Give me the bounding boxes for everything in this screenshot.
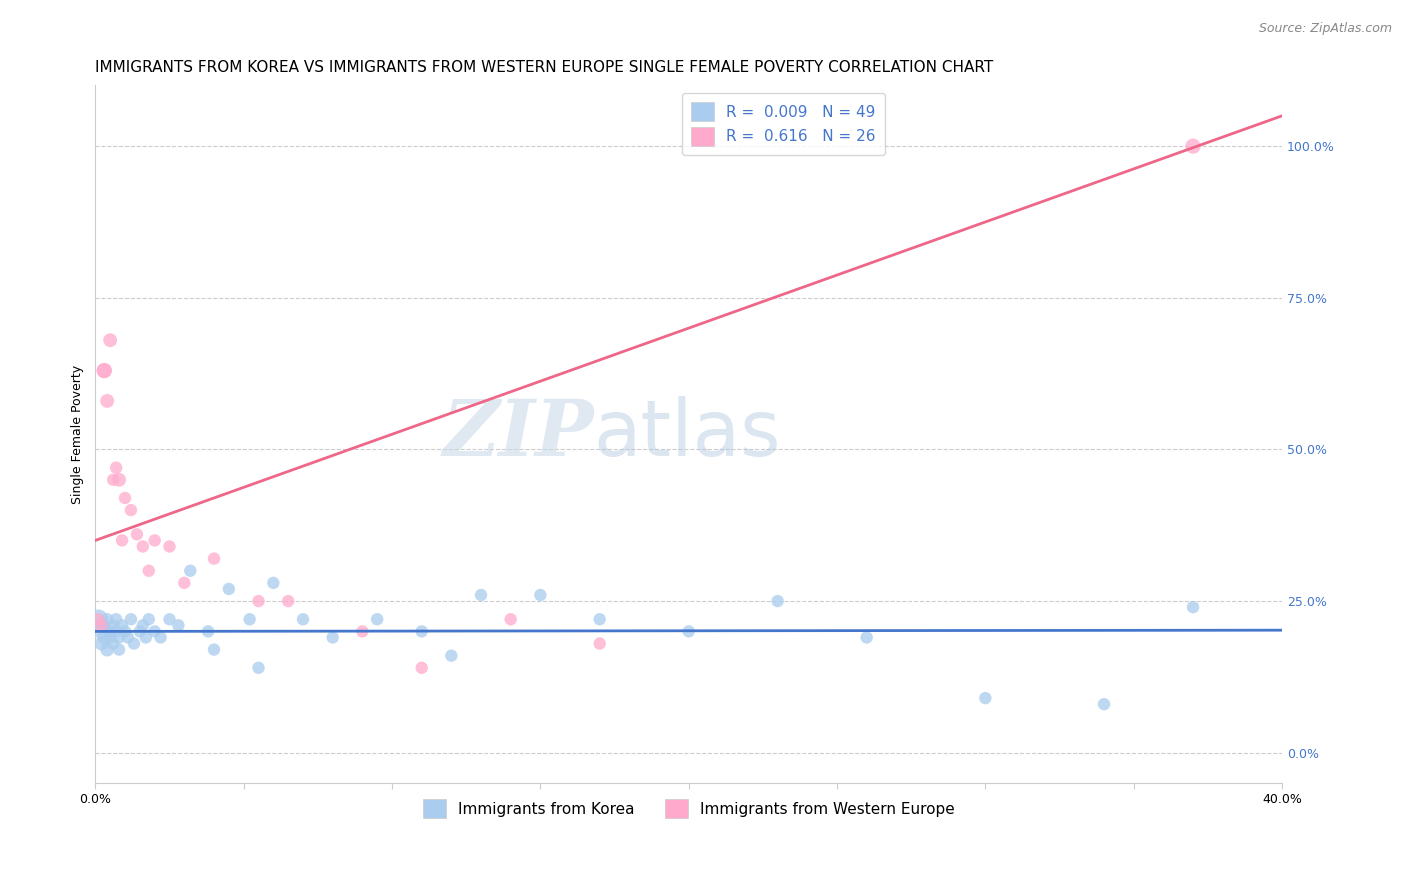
- Point: [202, 642, 225, 657]
- Point: [499, 612, 522, 626]
- Point: [108, 642, 131, 657]
- Point: [114, 624, 136, 639]
- Point: [93, 363, 115, 377]
- Point: [589, 612, 612, 626]
- Point: [143, 533, 166, 548]
- Point: [96, 393, 118, 408]
- Point: [96, 612, 118, 626]
- Y-axis label: Single Female Poverty: Single Female Poverty: [72, 365, 84, 504]
- Point: [197, 624, 219, 639]
- Point: [101, 473, 124, 487]
- Point: [87, 612, 110, 626]
- Point: [855, 631, 877, 645]
- Point: [105, 460, 128, 475]
- Text: Source: ZipAtlas.com: Source: ZipAtlas.com: [1258, 22, 1392, 36]
- Text: atlas: atlas: [593, 396, 782, 472]
- Point: [366, 612, 388, 626]
- Point: [98, 333, 121, 347]
- Text: IMMIGRANTS FROM KOREA VS IMMIGRANTS FROM WESTERN EUROPE SINGLE FEMALE POVERTY CO: IMMIGRANTS FROM KOREA VS IMMIGRANTS FROM…: [96, 60, 994, 75]
- Point: [132, 618, 155, 632]
- Point: [143, 624, 166, 639]
- Point: [411, 624, 433, 639]
- Point: [239, 612, 262, 626]
- Point: [120, 503, 142, 517]
- Point: [322, 631, 344, 645]
- Point: [105, 624, 128, 639]
- Point: [1092, 697, 1115, 711]
- Point: [589, 636, 612, 650]
- Point: [179, 564, 201, 578]
- Point: [98, 631, 121, 645]
- Point: [114, 491, 136, 505]
- Point: [159, 540, 181, 554]
- Point: [167, 618, 190, 632]
- Point: [173, 575, 195, 590]
- Point: [93, 631, 115, 645]
- Point: [93, 363, 115, 377]
- Point: [247, 594, 270, 608]
- Point: [90, 618, 112, 632]
- Point: [352, 624, 374, 639]
- Point: [202, 551, 225, 566]
- Point: [90, 624, 112, 639]
- Legend: Immigrants from Korea, Immigrants from Western Europe: Immigrants from Korea, Immigrants from W…: [416, 793, 960, 824]
- Point: [411, 661, 433, 675]
- Point: [108, 473, 131, 487]
- Point: [135, 631, 157, 645]
- Point: [122, 636, 145, 650]
- Point: [678, 624, 700, 639]
- Point: [90, 636, 112, 650]
- Point: [1182, 139, 1205, 153]
- Point: [93, 618, 115, 632]
- Point: [111, 533, 134, 548]
- Point: [138, 564, 160, 578]
- Point: [149, 631, 172, 645]
- Point: [766, 594, 789, 608]
- Point: [132, 540, 155, 554]
- Point: [218, 582, 240, 596]
- Point: [262, 575, 284, 590]
- Point: [87, 612, 110, 626]
- Point: [159, 612, 181, 626]
- Point: [128, 624, 150, 639]
- Point: [1182, 600, 1205, 615]
- Point: [974, 691, 997, 706]
- Point: [277, 594, 299, 608]
- Point: [292, 612, 315, 626]
- Text: ZIP: ZIP: [441, 396, 593, 473]
- Point: [111, 618, 134, 632]
- Point: [105, 612, 128, 626]
- Point: [108, 631, 131, 645]
- Point: [247, 661, 270, 675]
- Point: [96, 642, 118, 657]
- Point: [101, 636, 124, 650]
- Point: [440, 648, 463, 663]
- Point: [117, 631, 139, 645]
- Point: [120, 612, 142, 626]
- Point: [470, 588, 492, 602]
- Point: [101, 618, 124, 632]
- Point: [125, 527, 148, 541]
- Point: [529, 588, 551, 602]
- Point: [98, 624, 121, 639]
- Point: [138, 612, 160, 626]
